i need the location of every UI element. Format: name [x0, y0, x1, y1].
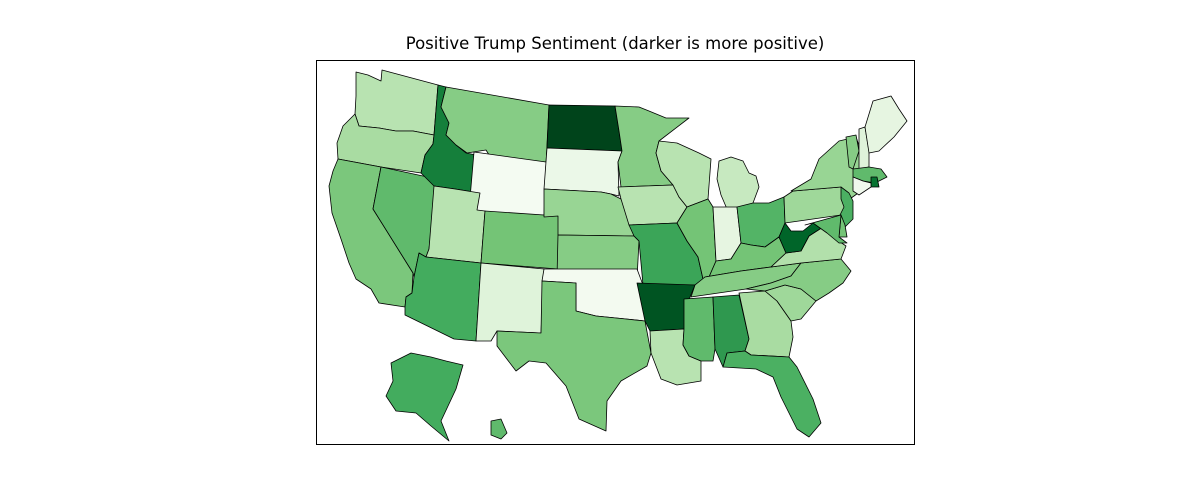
- state-tx: [496, 280, 652, 432]
- state-hi: [490, 418, 508, 440]
- map-frame: [316, 60, 915, 445]
- state-md: [804, 214, 848, 244]
- state-me: [864, 95, 908, 154]
- state-az: [404, 252, 482, 342]
- state-ut: [425, 185, 486, 264]
- state-wa: [354, 69, 439, 136]
- state-wy: [468, 151, 547, 218]
- state-vt: [845, 134, 860, 170]
- state-ak: [385, 352, 464, 442]
- chart-title: Positive Trump Sentiment (darker is more…: [405, 34, 825, 53]
- state-sd: [543, 147, 623, 197]
- state-mi: [716, 156, 760, 210]
- state-nd: [546, 104, 623, 152]
- state-ct: [852, 176, 872, 196]
- state-fl: [722, 350, 822, 438]
- state-nm: [475, 262, 545, 342]
- state-co: [480, 210, 560, 270]
- state-ms: [682, 296, 716, 362]
- us-choropleth-map: [328, 69, 908, 442]
